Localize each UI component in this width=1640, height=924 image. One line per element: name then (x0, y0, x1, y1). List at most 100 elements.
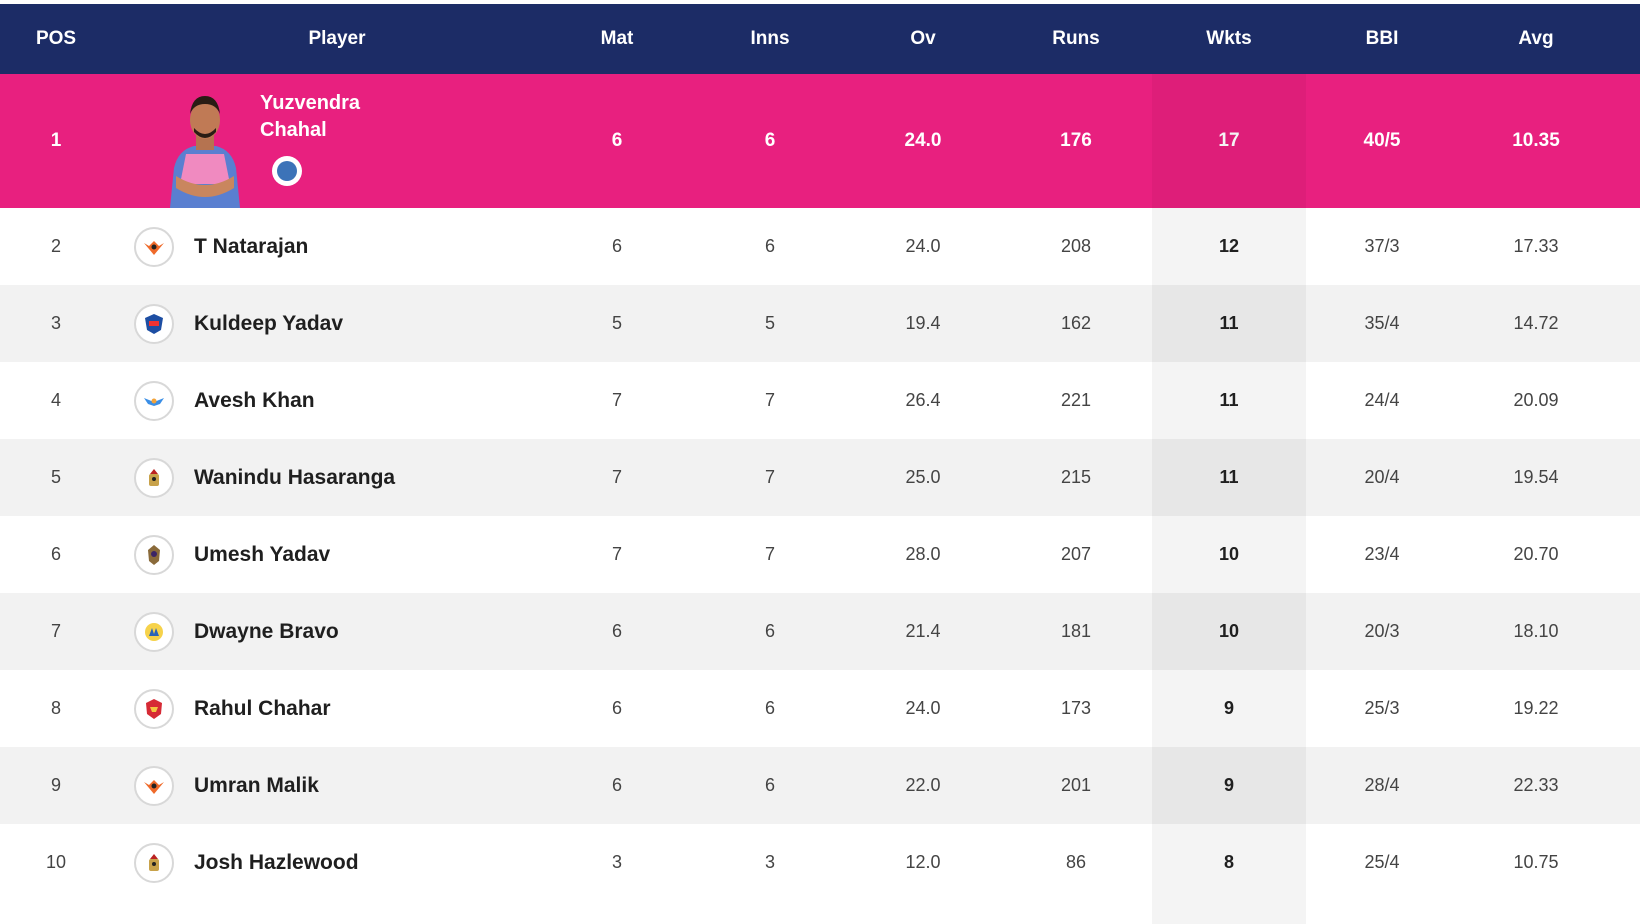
row-avg: 10.75 (1513, 852, 1559, 872)
player-name[interactable]: Umran Malik (194, 773, 319, 797)
leader-inns: 6 (764, 130, 776, 151)
player-photo (170, 96, 240, 208)
row-player[interactable]: Josh Hazlewood (112, 824, 562, 901)
row-mat: 5 (611, 313, 622, 333)
table-row[interactable]: 7 Dwayne Bravo 6 6 21.4 181 10 20/3 18.10 (0, 593, 1640, 670)
row-ov: 25.0 (905, 467, 941, 487)
rcb-logo-icon (134, 457, 174, 498)
leader-ov: 24.0 (904, 130, 942, 151)
player-name[interactable]: Umesh Yadav (194, 542, 331, 566)
leader-player-name[interactable]: Yuzvendra Chahal (260, 90, 440, 144)
header-inns[interactable]: Inns (750, 28, 790, 49)
row-inns: 6 (764, 775, 775, 795)
punjab-kings-logo-icon (134, 688, 174, 729)
row-avg: 22.33 (1513, 775, 1559, 795)
row-pos: 9 (50, 775, 61, 795)
table-row[interactable]: 4 Avesh Khan 7 7 26.4 221 11 24/4 20.09 (0, 362, 1640, 439)
leader-wkts: 17 (1218, 130, 1240, 151)
row-mat: 6 (611, 775, 622, 795)
row-mat: 6 (611, 621, 622, 641)
player-name[interactable]: Wanindu Hasaranga (194, 465, 396, 489)
player-name[interactable]: Avesh Khan (194, 388, 315, 412)
row-runs: 86 (1065, 852, 1087, 872)
leader-name-line2: Chahal (260, 119, 327, 141)
leader-mat: 6 (611, 130, 623, 151)
row-avg: 20.70 (1513, 544, 1559, 564)
header-runs[interactable]: Runs (1052, 28, 1100, 49)
table-row[interactable]: 9 Umran Malik 6 6 22.0 201 9 28/4 22.33 (0, 747, 1640, 824)
row-bbi: 23/4 (1364, 544, 1400, 564)
row-player[interactable]: Umesh Yadav (112, 516, 562, 593)
lucknow-logo-icon (134, 380, 174, 421)
table-row[interactable]: 5 Wanindu Hasaranga 7 7 25.0 215 11 20/4 19.54 (0, 439, 1640, 516)
row-player[interactable]: Umran Malik (112, 747, 562, 824)
row-ov: 12.0 (905, 852, 941, 872)
leader-name-line1: Yuzvendra (260, 92, 361, 114)
leader-avg: 10.35 (1512, 130, 1560, 151)
row-inns: 7 (764, 390, 775, 410)
row-bbi: 20/4 (1364, 467, 1400, 487)
csk-logo-icon (134, 611, 174, 652)
leader-row[interactable]: 1 Yuzvendra Chahal 6 6 24.0 176 17 40/5 … (0, 74, 1640, 208)
leader-bbi: 40/5 (1363, 130, 1401, 151)
player-name[interactable]: Rahul Chahar (194, 696, 331, 720)
row-bbi: 37/3 (1364, 236, 1400, 256)
row-avg: 17.33 (1513, 236, 1559, 256)
header-pos[interactable]: POS (35, 28, 77, 49)
rcb-logo-icon (134, 842, 174, 883)
row-mat: 7 (611, 544, 622, 564)
player-name[interactable]: Kuldeep Yadav (194, 311, 344, 335)
row-pos: 5 (50, 467, 61, 487)
table-row[interactable]: 3 Kuldeep Yadav 5 5 19.4 162 11 35/4 14.72 (0, 285, 1640, 362)
row-player[interactable]: T Natarajan (112, 208, 562, 285)
table-row[interactable]: 10 Josh Hazlewood 3 3 12.0 86 8 25/4 10.75 (0, 824, 1640, 901)
row-player[interactable]: Dwayne Bravo (112, 593, 562, 670)
table-row[interactable]: 6 Umesh Yadav 7 7 28.0 207 10 23/4 20.70 (0, 516, 1640, 593)
row-mat: 6 (611, 698, 622, 718)
row-player[interactable]: Kuldeep Yadav (112, 285, 562, 362)
header-mat[interactable]: Mat (600, 28, 634, 49)
row-wkts: 8 (1223, 852, 1234, 872)
row-runs: 221 (1060, 390, 1092, 410)
sunrisers-logo-icon (134, 226, 174, 267)
row-inns: 6 (764, 621, 775, 641)
row-avg: 19.54 (1513, 467, 1559, 487)
row-inns: 5 (764, 313, 775, 333)
row-wkts: 11 (1219, 467, 1239, 487)
row-bbi: 25/3 (1364, 698, 1400, 718)
table-row[interactable]: 8 Rahul Chahar 6 6 24.0 173 9 25/3 19.22 (0, 670, 1640, 747)
row-wkts: 9 (1223, 698, 1234, 718)
row-pos: 10 (45, 852, 67, 872)
row-pos: 2 (50, 236, 61, 256)
row-player[interactable]: Avesh Khan (112, 362, 562, 439)
table-row[interactable]: 2 T Natarajan 6 6 24.0 208 12 37/3 17.33 (0, 208, 1640, 285)
header-wkts[interactable]: Wkts (1206, 28, 1252, 49)
table-header: POS Player Mat Inns Ov Runs Wkts BBI Avg (0, 4, 1640, 74)
row-ov: 19.4 (905, 313, 941, 333)
row-player[interactable]: Wanindu Hasaranga (112, 439, 562, 516)
row-bbi: 28/4 (1364, 775, 1400, 795)
player-name[interactable]: T Natarajan (194, 234, 309, 258)
row-runs: 201 (1060, 775, 1092, 795)
row-runs: 173 (1060, 698, 1092, 718)
header-ov[interactable]: Ov (910, 28, 936, 49)
row-player[interactable]: Rahul Chahar (112, 670, 562, 747)
row-inns: 7 (764, 467, 775, 487)
row-mat: 6 (611, 236, 622, 256)
row-ov: 28.0 (905, 544, 941, 564)
row-wkts: 10 (1218, 621, 1240, 641)
row-runs: 215 (1060, 467, 1092, 487)
row-bbi: 35/4 (1364, 313, 1400, 333)
row-wkts: 11 (1219, 390, 1239, 410)
leader-pos: 1 (50, 130, 62, 151)
row-avg: 20.09 (1513, 390, 1559, 410)
player-name[interactable]: Josh Hazlewood (194, 850, 359, 874)
row-bbi: 24/4 (1364, 390, 1400, 410)
header-bbi[interactable]: BBI (1365, 28, 1399, 49)
row-wkts: 10 (1218, 544, 1240, 564)
row-pos: 8 (50, 698, 61, 718)
player-name[interactable]: Dwayne Bravo (194, 619, 339, 643)
header-player[interactable]: Player (308, 28, 366, 49)
row-ov: 24.0 (905, 236, 941, 256)
header-avg[interactable]: Avg (1518, 28, 1554, 49)
